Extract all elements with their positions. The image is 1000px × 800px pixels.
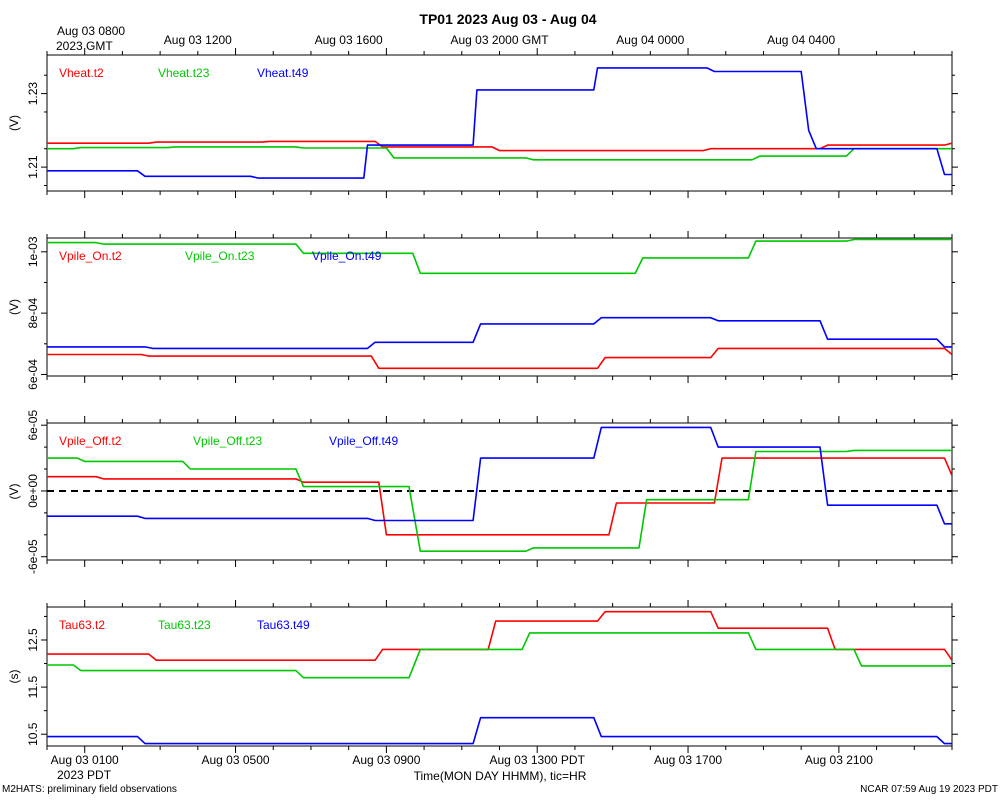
bottom-axis-tick-label: Aug 03 0500 xyxy=(202,753,270,767)
y-tick-label: 0e+00 xyxy=(26,474,40,508)
footer-right: NCAR 07:59 Aug 19 2023 PDT xyxy=(860,784,998,795)
legend-entry: Vpile_Off.t2 xyxy=(59,434,122,448)
series-line-vheat-t23 xyxy=(47,146,952,161)
bottom-axis-tick-label: Aug 03 1300 PDT xyxy=(490,753,586,767)
series-line-vheat-t2 xyxy=(47,140,952,152)
y-tick-label: 8e-04 xyxy=(26,297,40,328)
series-line-vpile_off-t23 xyxy=(47,449,952,552)
top-axis-first-label: Aug 03 0800 xyxy=(57,24,125,38)
top-axis-tick-label: Aug 03 1200 xyxy=(164,33,232,47)
series-group xyxy=(47,238,952,370)
chart-title: TP01 2023 Aug 03 - Aug 04 xyxy=(419,11,596,27)
series-line-vpile_on-t2 xyxy=(47,347,952,370)
series-line-vpile_on-t49 xyxy=(47,316,952,350)
top-axis-tick-label: Aug 03 1600 xyxy=(315,33,383,47)
bottom-axis-tick-label: Aug 03 0100 xyxy=(51,753,119,767)
y-axis-label: (V) xyxy=(7,299,21,315)
y-tick-label: 12.5 xyxy=(26,628,40,652)
y-tick-label: 6e-05 xyxy=(26,410,40,441)
series-line-vpile_off-t2 xyxy=(47,457,952,536)
series-line-vheat-t49 xyxy=(47,67,952,179)
legend-entry: Tau63.t2 xyxy=(59,618,105,632)
legend-entry: Vheat.t23 xyxy=(158,66,210,80)
series-group xyxy=(47,67,952,179)
legend-entry: Vpile_On.t2 xyxy=(59,249,122,263)
bottom-pdt-axis: 2023 PDT Time(MON DAY HHMM), tic=HR Aug … xyxy=(51,753,874,783)
series-group xyxy=(47,426,952,552)
chart-panel-2: 6e-04 8e-04 1e-03 (V) Vpile_On.t2 Vpile_On.t2… xyxy=(7,231,958,390)
series-line-vpile_off-t49 xyxy=(47,426,952,525)
bottom-axis-year-label: 2023 PDT xyxy=(57,768,112,782)
legend-entry: Vpile_On.t49 xyxy=(312,249,382,263)
y-axis-label: (V) xyxy=(7,484,21,500)
series-line-tau63-t23 xyxy=(47,632,952,679)
x-axis-title: Time(MON DAY HHMM), tic=HR xyxy=(414,769,587,783)
series-line-tau63-t49 xyxy=(47,716,952,745)
legend-entry: Vpile_On.t23 xyxy=(185,249,255,263)
bottom-axis-tick-label: Aug 03 1700 xyxy=(654,753,722,767)
series-line-vpile_on-t23 xyxy=(47,238,952,275)
bottom-axis-tick-label: Aug 03 0900 xyxy=(352,753,420,767)
chart-panel-3: -6e-05 0e+00 6e-05 (V) Vpile_Off.t2 Vpile_Off… xyxy=(7,410,958,574)
y-tick-label: 10.5 xyxy=(26,722,40,746)
y-tick-label: -6e-05 xyxy=(26,539,40,574)
legend-entry: Vheat.t2 xyxy=(59,66,104,80)
top-gmt-axis: Aug 03 0800 2023 GMT Aug 03 1200 Aug 03 1… xyxy=(56,24,836,53)
top-axis-tick-label: Aug 04 0400 xyxy=(767,33,835,47)
legend-entry: Tau63.t23 xyxy=(158,618,211,632)
legend-entry: Tau63.t49 xyxy=(257,618,310,632)
top-axis-tick-label: Aug 03 2000 GMT xyxy=(450,33,549,47)
chart-panel-1: 1.21 1.23 (V) Vheat.t2 Vheat.t23 Vheat.t49 xyxy=(7,48,958,198)
y-tick-label: 6e-04 xyxy=(26,359,40,390)
y-tick-label: 1.21 xyxy=(26,155,40,179)
series-line-tau63-t2 xyxy=(47,610,952,661)
y-axis-label: (V) xyxy=(7,115,21,131)
y-tick-label: 1e-03 xyxy=(26,236,40,267)
footer-left: M2HATS: preliminary field observations xyxy=(2,784,177,795)
legend-entry: Vheat.t49 xyxy=(257,66,309,80)
chart-panel-4: 10.5 11.5 12.5 (s) Tau63.t2 Tau63.t23 Tau63.t4… xyxy=(7,600,958,753)
top-axis-year-label: 2023 GMT xyxy=(56,39,113,53)
top-axis-tick-label: Aug 04 0000 xyxy=(616,33,684,47)
bottom-axis-tick-label: Aug 03 2100 xyxy=(805,753,873,767)
y-axis-label: (s) xyxy=(7,670,21,684)
panel-frame xyxy=(46,237,953,377)
series-group xyxy=(47,610,952,745)
legend-entry: Vpile_Off.t49 xyxy=(329,434,398,448)
legend-entry: Vpile_Off.t23 xyxy=(193,434,262,448)
y-tick-label: 1.23 xyxy=(26,82,40,106)
y-tick-label: 11.5 xyxy=(26,676,40,699)
